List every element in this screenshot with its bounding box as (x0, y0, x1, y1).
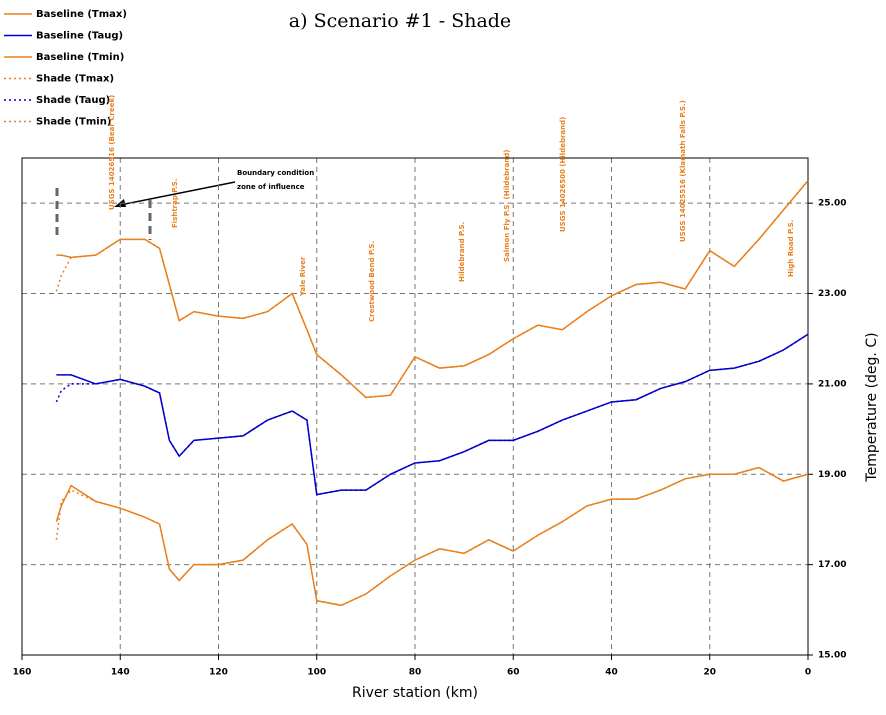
x-tick-label: 160 (13, 668, 32, 678)
series-line (55, 333, 809, 496)
annotation-arrow (119, 181, 236, 206)
annotation: zone of influence (237, 183, 305, 191)
annotation: Boundary condition (237, 169, 314, 177)
x-tick-label: 80 (409, 668, 422, 678)
y-tick-label: 19.00 (818, 470, 846, 480)
y-tick-label: 21.00 (818, 379, 846, 389)
x-tick-label: 60 (507, 668, 520, 678)
legend-label: Baseline (Tmax) (36, 9, 127, 20)
legend-label: Baseline (Tmin) (36, 52, 124, 63)
x-tick-label: 0 (805, 668, 811, 678)
series-line (56, 333, 809, 496)
x-axis-label: River station (km) (352, 685, 478, 701)
x-tick-label: 100 (307, 668, 326, 678)
legend-label: Shade (Tmax) (36, 74, 114, 85)
station-label: USGS 14026516 (Bear Creek) (108, 95, 116, 210)
station-label: Salmon Fly P.S. (Hildebrand) (503, 149, 511, 262)
legend-label: Baseline (Taug) (36, 31, 123, 42)
y-axis-label: Temperature (deg. C) (864, 332, 880, 482)
station-label: Hildebrand P.S. (458, 222, 466, 282)
x-tick-label: 120 (209, 668, 228, 678)
station-label: USGS 14025516 (Klamath Falls P.S.) (679, 100, 687, 242)
legend-label: Shade (Taug) (36, 95, 110, 106)
legend-label: Shade (Tmin) (36, 117, 111, 128)
series-line (55, 466, 809, 607)
station-label: Crestwood Bend P.S. (368, 241, 376, 322)
chart-title: a) Scenario #1 - Shade (289, 10, 511, 32)
station-label: High Road P.S. (787, 220, 795, 277)
series-line (55, 466, 809, 607)
x-tick-label: 140 (111, 668, 130, 678)
x-tick-label: 40 (605, 668, 618, 678)
series-line (56, 180, 809, 399)
series-line (55, 180, 809, 399)
y-tick-label: 23.00 (818, 289, 846, 299)
y-tick-label: 17.00 (818, 560, 846, 570)
station-label: USGS 14026500 (Hildebrand) (559, 117, 567, 232)
station-label: Yale River (299, 256, 307, 297)
x-tick-label: 20 (703, 668, 716, 678)
station-label: Fishtrap P.S. (171, 178, 179, 228)
plot-frame (21, 157, 809, 656)
y-tick-label: 25.00 (818, 199, 846, 209)
y-tick-label: 15.00 (818, 651, 846, 661)
